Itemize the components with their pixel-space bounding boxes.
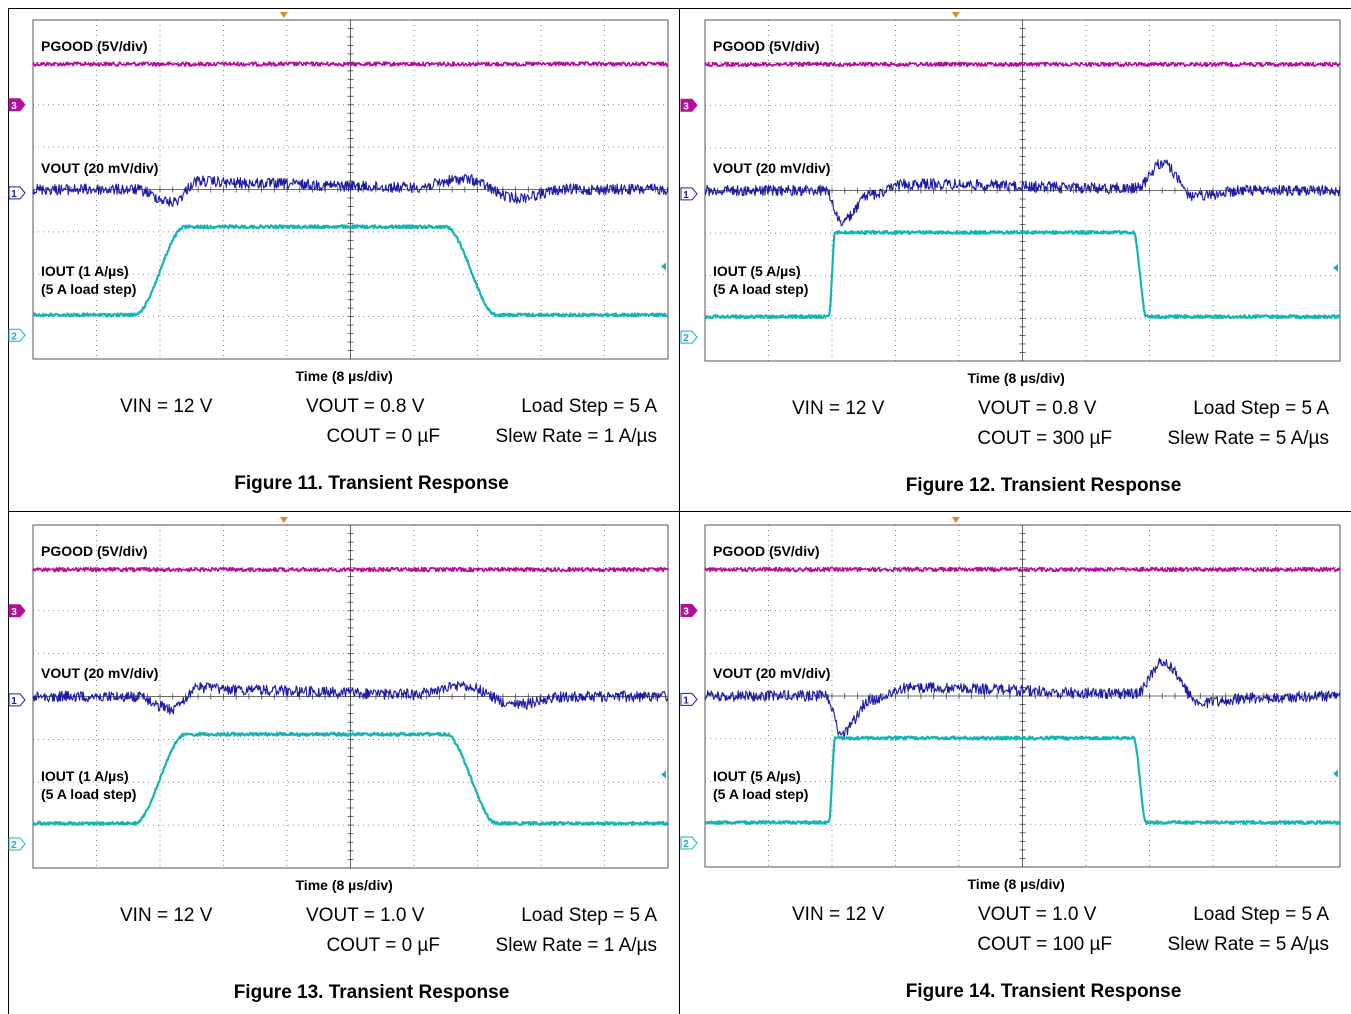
ch2-marker-icon: 2 (680, 836, 698, 850)
condition-vin: VIN = 12 V (792, 904, 885, 925)
ch2-marker-icon-label: 2 (683, 333, 689, 344)
ch2-marker-icon: 2 (680, 330, 698, 344)
ch1-marker-icon-label: 1 (683, 695, 689, 706)
condition-cout: COUT = 300 µF (977, 428, 1112, 449)
time-axis-label: Time (8 µs/div) (295, 877, 393, 893)
condition-cout: COUT = 0 µF (326, 426, 440, 447)
condition-cout: COUT = 0 µF (326, 935, 440, 956)
load-step-label: (5 A load step) (713, 786, 809, 802)
scope-plot: 3 1 2 (680, 12, 1341, 362)
time-axis-label: Time (8 µs/div) (967, 370, 1065, 386)
pgood-trace (704, 61, 1341, 68)
ch1-marker-icon-label: 1 (683, 190, 689, 201)
ch1-marker-icon: 1 (680, 692, 698, 706)
pgood-trace (32, 61, 669, 67)
pgood-trace (704, 566, 1341, 573)
iout-label: IOUT (1 A/µs) (41, 768, 129, 784)
vout-trace (704, 159, 1341, 227)
condition-vout: VOUT = 1.0 V (306, 905, 425, 926)
scope-plot: 3 1 2 (8, 12, 669, 360)
vout-trace (32, 173, 669, 207)
trigger-level-icon (1333, 769, 1338, 778)
scope-plot: 3 1 2 (680, 517, 1342, 868)
condition-vout: VOUT = 1.0 V (978, 904, 1097, 925)
time-axis-label: Time (8 µs/div) (295, 368, 393, 384)
figure-caption: Figure 12. Transient Response (905, 475, 1182, 496)
iout-trace (32, 224, 669, 318)
vout-label: VOUT (20 mV/div) (41, 160, 159, 176)
condition-load-step: Load Step = 5 A (521, 396, 657, 417)
ch3-marker-icon: 3 (680, 98, 698, 112)
figure-caption: Figure 11. Transient Response (234, 473, 509, 494)
ch2-marker-icon-label: 2 (11, 840, 17, 851)
trigger-marker-icon (279, 517, 288, 523)
pgood-label: PGOOD (5V/div) (41, 38, 148, 54)
condition-cout: COUT = 100 µF (977, 934, 1112, 955)
pgood-label: PGOOD (5V/div) (41, 543, 148, 559)
ch3-marker-icon-label: 3 (683, 607, 689, 618)
condition-slew-rate: Slew Rate = 1 A/µs (495, 935, 657, 956)
ch1-marker-icon: 1 (680, 187, 698, 201)
vout-trace (704, 657, 1341, 740)
figure-panel-14: 3 1 2 PGOOD (5V/div) VOUT (20 mV/div) IOUT (5… (672, 504, 1351, 1014)
figure-panel-11: 3 1 2 PGOOD (5V/div) VOUT (20 mV/div) IOUT (1… (0, 0, 679, 510)
iout-trace (32, 731, 669, 826)
figure-caption: Figure 14. Transient Response (905, 981, 1182, 1002)
ch3-marker-icon: 3 (8, 604, 26, 618)
condition-load-step: Load Step = 5 A (521, 905, 657, 926)
ch1-marker-icon: 1 (8, 186, 26, 200)
iout-trace (704, 229, 1341, 320)
condition-vout: VOUT = 0.8 V (306, 396, 425, 417)
condition-slew-rate: Slew Rate = 5 A/µs (1167, 428, 1329, 449)
ch2-marker-icon-label: 2 (11, 331, 17, 342)
ch3-marker-icon-label: 3 (11, 607, 17, 618)
ch3-marker-icon: 3 (8, 98, 26, 112)
iout-trace (704, 735, 1342, 826)
trigger-marker-icon (279, 12, 288, 18)
ch1-marker-icon: 1 (8, 693, 26, 707)
pgood-label: PGOOD (5V/div) (713, 543, 820, 559)
vout-trace (32, 681, 669, 715)
trigger-marker-icon (951, 517, 960, 523)
ch2-marker-icon-label: 2 (683, 839, 689, 850)
ch1-marker-icon-label: 1 (11, 696, 17, 707)
trigger-level-icon (661, 262, 666, 271)
condition-slew-rate: Slew Rate = 1 A/µs (495, 426, 657, 447)
ch3-marker-icon: 3 (680, 604, 698, 618)
condition-vout: VOUT = 0.8 V (978, 398, 1097, 419)
condition-load-step: Load Step = 5 A (1193, 398, 1329, 419)
condition-slew-rate: Slew Rate = 5 A/µs (1167, 934, 1329, 955)
figure-panel-12: 3 1 2 PGOOD (5V/div) VOUT (20 mV/div) IOUT (5… (672, 0, 1351, 510)
vout-label: VOUT (20 mV/div) (713, 665, 831, 681)
load-step-label: (5 A load step) (41, 281, 137, 297)
load-step-label: (5 A load step) (713, 281, 809, 297)
load-step-label: (5 A load step) (41, 786, 137, 802)
trigger-level-icon (661, 770, 666, 779)
frame-center-line (679, 8, 680, 1014)
ch2-marker-icon: 2 (8, 328, 26, 342)
condition-vin: VIN = 12 V (120, 396, 213, 417)
iout-label: IOUT (5 A/µs) (713, 263, 801, 279)
pgood-label: PGOOD (5V/div) (713, 38, 820, 54)
ch3-marker-icon-label: 3 (683, 101, 689, 112)
iout-label: IOUT (5 A/µs) (713, 768, 801, 784)
ch2-marker-icon: 2 (8, 837, 26, 851)
trigger-marker-icon (951, 12, 960, 18)
vout-label: VOUT (20 mV/div) (41, 665, 159, 681)
trigger-level-icon (1333, 263, 1338, 272)
figure-caption: Figure 13. Transient Response (233, 982, 510, 1003)
frame-left-line (8, 8, 9, 1014)
condition-vin: VIN = 12 V (792, 398, 885, 419)
pgood-trace (32, 566, 669, 573)
ch1-marker-icon-label: 1 (11, 189, 17, 200)
time-axis-label: Time (8 µs/div) (967, 876, 1065, 892)
iout-label: IOUT (1 A/µs) (41, 263, 129, 279)
condition-vin: VIN = 12 V (120, 905, 213, 926)
figure-panel-13: 3 1 2 PGOOD (5V/div) VOUT (20 mV/div) IOUT (1… (0, 504, 679, 1014)
scope-plot: 3 1 2 (8, 517, 669, 869)
condition-load-step: Load Step = 5 A (1193, 904, 1329, 925)
ch3-marker-icon-label: 3 (11, 101, 17, 112)
vout-label: VOUT (20 mV/div) (713, 160, 831, 176)
